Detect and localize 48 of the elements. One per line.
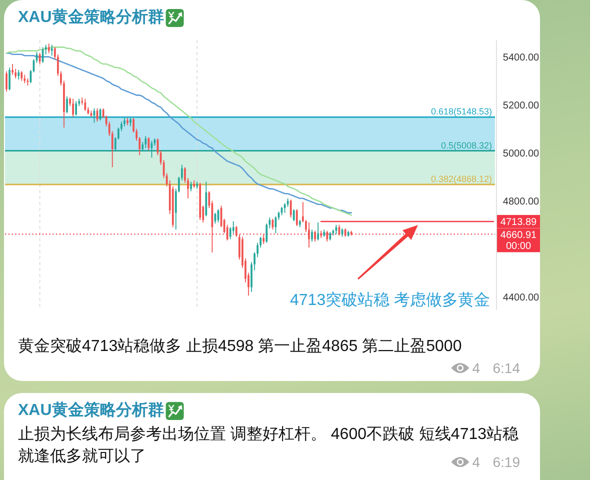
candlestick [50, 44, 53, 56]
candlestick [205, 181, 208, 217]
candlestick [18, 70, 20, 80]
candlestick [308, 222, 310, 248]
candlestick [14, 68, 17, 79]
candlestick [144, 136, 147, 148]
candlestick [20, 70, 23, 82]
text: 4 [472, 359, 480, 377]
y-tick-label: 5000.00 [502, 148, 540, 160]
ref-line-label: 4660.91 [500, 230, 538, 241]
series-label: 4713.89 [500, 217, 538, 228]
candlestick [326, 230, 328, 242]
candlestick [311, 229, 313, 242]
candlestick [290, 199, 292, 218]
candlestick [48, 43, 50, 54]
candlestick [262, 234, 265, 244]
y-tick-label: 4400.00 [502, 292, 540, 304]
text: 黄金突破4713站稳做多 止损4598 第一止盈4865 第二止盈5000 [18, 337, 462, 357]
text: 6:14 [492, 359, 520, 377]
candlestick [8, 67, 10, 91]
text: 6:19 [492, 453, 520, 471]
candlestick [148, 136, 150, 151]
ref-line-label: 0.618(5148.53) [430, 106, 492, 117]
candlestick [72, 98, 74, 118]
candlestick [84, 98, 86, 112]
candlestick [314, 230, 316, 242]
y-tick-label: 5400.00 [502, 52, 540, 64]
text: XAU黄金策略分析群 [18, 401, 164, 421]
candlestick [190, 181, 192, 192]
annotation: 4713突破站稳 考虑做多黄金 [290, 291, 490, 310]
candlestick [75, 100, 78, 116]
y-tick-label: 4800.00 [502, 196, 540, 208]
text: 就逢低多就可以了 [18, 447, 146, 467]
candlestick [12, 64, 14, 76]
candlestick [272, 218, 274, 230]
candlestick [317, 222, 319, 241]
candlestick [296, 208, 298, 226]
candlestick [66, 96, 68, 114]
text: 00:00 [506, 241, 532, 252]
candlestick [226, 224, 228, 241]
candlestick [6, 70, 8, 92]
text: 止损为长线布局参考出场位置 调整好杠杆。 4600不跌破 短线4713站稳 [18, 425, 519, 445]
candlestick [292, 208, 295, 222]
ref-line-label: 0.5(5008.32) [440, 140, 492, 150]
text: 4 [472, 453, 480, 471]
ref-line-label: 0.382(4868.12) [430, 174, 492, 184]
chart-title: XAU黄金策略分析群 [18, 8, 164, 28]
y-tick-label: 5200.00 [502, 100, 540, 112]
